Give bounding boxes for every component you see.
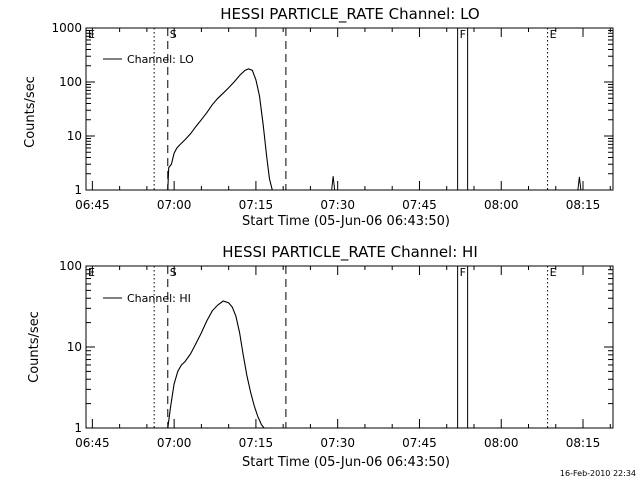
event-marker-label: F [460,28,466,41]
y-tick-label: 10 [67,340,82,354]
legend-label-channel-lo: Channel: LO [127,53,194,66]
footer-timestamp: 16-Feb-2010 22:34 [560,469,636,478]
x-tick-label: 08:15 [566,436,601,450]
x-tick-label: 08:00 [484,436,519,450]
panel-hi-x-label: Start Time (05-Jun-06 06:43:50) [242,455,450,470]
event-marker-label: S [170,28,177,41]
panel-lo-legend: Channel: LO [103,53,194,66]
x-tick-label: 07:45 [402,436,437,450]
panel-hi-frame [85,265,614,429]
spike-0815 [577,176,582,191]
x-tick-label: 07:00 [157,198,192,212]
x-tick-label: 07:15 [239,436,274,450]
event-marker-label: E [550,28,557,41]
event-marker-label: E [550,266,557,279]
panel-hi: HESSI PARTICLE_RATE Channel: HI S F E 06:4… [27,243,614,470]
x-tick-label: 08:15 [566,198,601,212]
y-tick-label: 10 [67,129,82,143]
panel-hi-legend: Channel: HI [103,292,191,305]
panel-lo-x-axis: 06:45 07:00 07:15 07:30 07:45 08:00 08:15 [75,28,611,212]
panel-lo-x-label: Start Time (05-Jun-06 06:43:50) [242,214,450,229]
panel-hi-y-axis: 1 10 100 [59,259,613,435]
spike-0730 [331,176,336,191]
event-marker-label: F [460,266,466,279]
y-tick-label: 1 [74,183,82,197]
panel-hi-corner-label: E [88,266,95,279]
panel-hi-title: HESSI PARTICLE_RATE Channel: HI [222,243,478,262]
x-tick-label: 06:45 [75,198,110,212]
panel-lo-corner-label: E [88,28,95,41]
series-line-channel-hi [167,300,265,429]
x-tick-label: 07:30 [320,198,355,212]
panel-lo-title: HESSI PARTICLE_RATE Channel: LO [220,5,479,24]
y-tick-label: 100 [59,75,82,89]
panel-lo-y-label: Counts/sec [23,76,38,148]
panel-lo: HESSI PARTICLE_RATE Channel: LO S F E 06:4… [23,5,614,229]
event-marker-label: S [170,266,177,279]
x-tick-label: 08:00 [484,198,519,212]
x-tick-label: 07:45 [402,198,437,212]
panel-lo-y-axis: 1 10 100 1000 [51,21,613,197]
x-tick-label: 07:30 [320,436,355,450]
panel-hi-y-label: Counts/sec [27,311,42,383]
legend-label-channel-hi: Channel: HI [127,292,191,305]
y-tick-label: 1 [74,421,82,435]
y-tick-label: 1000 [51,21,82,35]
series-line-channel-lo [167,68,273,191]
x-tick-label: 07:15 [239,198,274,212]
y-tick-label: 100 [59,259,82,273]
panel-hi-x-axis: 06:45 07:00 07:15 07:30 07:45 08:00 08:15 [75,266,611,450]
x-tick-label: 07:00 [157,436,192,450]
x-tick-label: 06:45 [75,436,110,450]
